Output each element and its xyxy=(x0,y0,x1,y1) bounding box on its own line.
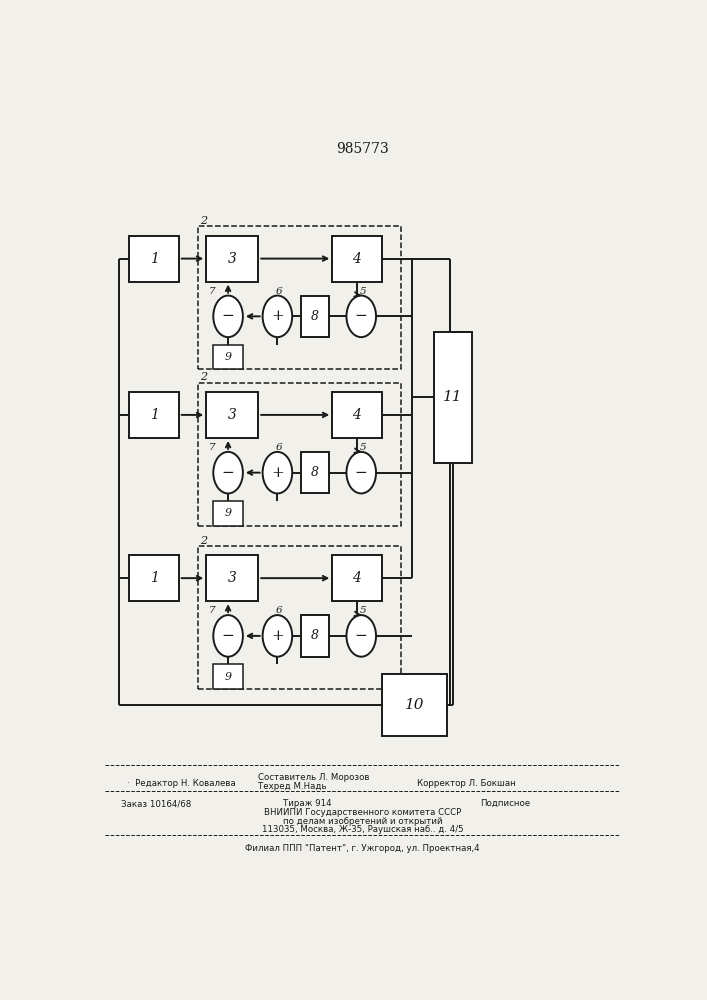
Text: 113035, Москва, Ж-35, Раушская наб.. д. 4/5: 113035, Москва, Ж-35, Раушская наб.. д. … xyxy=(262,825,463,834)
Text: 6: 6 xyxy=(275,606,282,615)
Text: 4: 4 xyxy=(352,408,361,422)
Text: ВНИИПИ Государственного комитета СССР: ВНИИПИ Государственного комитета СССР xyxy=(264,808,461,817)
Text: ·  Редактор Н. Ковалева: · Редактор Н. Ковалева xyxy=(127,779,235,788)
Text: 2: 2 xyxy=(200,216,207,226)
Text: 7: 7 xyxy=(209,287,216,296)
Text: 5: 5 xyxy=(360,606,367,615)
Text: 9: 9 xyxy=(225,672,232,682)
Text: −: − xyxy=(222,466,235,480)
Text: 8: 8 xyxy=(311,310,320,323)
Text: 1: 1 xyxy=(150,408,158,422)
Circle shape xyxy=(346,615,376,657)
Text: 2: 2 xyxy=(200,535,207,545)
Text: −: − xyxy=(355,309,368,323)
FancyBboxPatch shape xyxy=(129,236,179,282)
Circle shape xyxy=(262,296,292,337)
Text: Подписное: Подписное xyxy=(480,799,530,808)
Text: 8: 8 xyxy=(311,466,320,479)
FancyBboxPatch shape xyxy=(332,555,382,601)
FancyBboxPatch shape xyxy=(332,392,382,438)
FancyBboxPatch shape xyxy=(206,392,258,438)
Text: −: − xyxy=(222,309,235,323)
Text: Заказ 10164/68: Заказ 10164/68 xyxy=(122,799,192,808)
Text: 1: 1 xyxy=(150,252,158,266)
Text: 1: 1 xyxy=(150,571,158,585)
FancyBboxPatch shape xyxy=(129,392,179,438)
FancyBboxPatch shape xyxy=(332,236,382,282)
Text: Корректор Л. Бокшан: Корректор Л. Бокшан xyxy=(417,779,516,788)
FancyBboxPatch shape xyxy=(301,452,329,493)
Circle shape xyxy=(346,452,376,493)
Text: 985773: 985773 xyxy=(336,142,389,156)
FancyBboxPatch shape xyxy=(213,664,243,689)
Text: −: − xyxy=(355,629,368,643)
Circle shape xyxy=(214,296,243,337)
Text: +: + xyxy=(271,309,284,323)
Text: по делам изобретений и открытий: по делам изобретений и открытий xyxy=(283,817,442,826)
Text: −: − xyxy=(355,466,368,480)
Text: 11: 11 xyxy=(443,390,462,404)
Circle shape xyxy=(262,615,292,657)
Circle shape xyxy=(262,452,292,493)
Text: Филиал ППП "Патент", г. Ужгород, ул. Проектная,4: Филиал ППП "Патент", г. Ужгород, ул. Про… xyxy=(245,844,479,853)
FancyBboxPatch shape xyxy=(129,555,179,601)
Text: Составитель Л. Морозов: Составитель Л. Морозов xyxy=(258,773,370,782)
Text: 9: 9 xyxy=(225,352,232,362)
Text: 7: 7 xyxy=(209,606,216,615)
FancyBboxPatch shape xyxy=(206,236,258,282)
Circle shape xyxy=(214,615,243,657)
Text: 5: 5 xyxy=(360,287,367,296)
Text: 10: 10 xyxy=(404,698,424,712)
FancyBboxPatch shape xyxy=(213,501,243,526)
Circle shape xyxy=(346,296,376,337)
Text: +: + xyxy=(271,466,284,480)
Text: 6: 6 xyxy=(275,443,282,452)
FancyBboxPatch shape xyxy=(206,555,258,601)
Text: 5: 5 xyxy=(360,443,367,452)
Text: 3: 3 xyxy=(228,571,237,585)
Text: 3: 3 xyxy=(228,408,237,422)
Text: 9: 9 xyxy=(225,508,232,518)
Text: 4: 4 xyxy=(352,571,361,585)
Text: 8: 8 xyxy=(311,629,320,642)
Text: 2: 2 xyxy=(200,372,207,382)
Text: 4: 4 xyxy=(352,252,361,266)
Text: +: + xyxy=(271,629,284,643)
FancyBboxPatch shape xyxy=(301,615,329,657)
FancyBboxPatch shape xyxy=(433,332,472,463)
Text: 6: 6 xyxy=(275,287,282,296)
Text: 3: 3 xyxy=(228,252,237,266)
Text: Тираж 914: Тираж 914 xyxy=(284,799,332,808)
Text: 7: 7 xyxy=(209,443,216,452)
Text: Техред М.Надь: Техред М.Надь xyxy=(258,782,327,791)
FancyBboxPatch shape xyxy=(301,296,329,337)
Circle shape xyxy=(214,452,243,493)
FancyBboxPatch shape xyxy=(213,345,243,369)
Text: −: − xyxy=(222,629,235,643)
FancyBboxPatch shape xyxy=(382,674,448,736)
